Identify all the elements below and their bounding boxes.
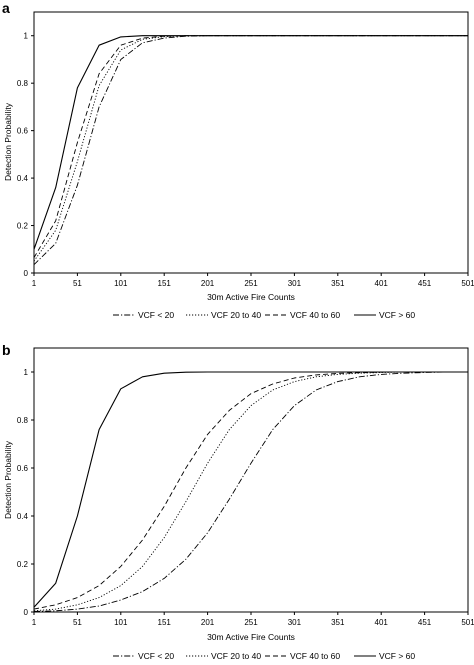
x-tick-label: 251	[244, 279, 258, 288]
series-line-vcf-40-to-60	[33, 35, 468, 258]
y-axis-label-b: Detection Probability	[3, 440, 13, 519]
series-line-vcf-20-to-40	[33, 35, 468, 262]
y-tick-label: 0	[24, 269, 29, 278]
panel-letter-a: a	[2, 0, 10, 16]
x-tick-label: 101	[114, 618, 128, 627]
x-tick-label: 201	[201, 279, 215, 288]
series-line-vcf-40-to-60	[33, 371, 468, 610]
x-tick-label: 51	[73, 618, 82, 627]
x-tick-label: 501	[461, 618, 474, 627]
y-tick-label: 0.2	[17, 222, 29, 231]
x-tick-label: 351	[331, 279, 345, 288]
x-tick-label: 201	[201, 618, 215, 627]
x-tick-label: 401	[375, 279, 389, 288]
x-tick-label: 151	[158, 279, 172, 288]
x-axis-label-b: 30m Active Fire Counts	[207, 632, 295, 642]
y-axis-label-a: Detection Probability	[3, 102, 13, 181]
x-tick-label: 401	[375, 618, 389, 627]
y-tick-label: 0.4	[17, 512, 29, 521]
x-axis-a: 1 51 101 151 201 251 301 351 401 451 501	[32, 273, 474, 288]
x-tick-label: 501	[461, 279, 474, 288]
x-tick-label: 1	[32, 618, 37, 627]
series-line-vcf-20	[33, 371, 468, 612]
legend-label-vcf-20: VCF < 20	[138, 310, 174, 320]
x-tick-label: 251	[244, 618, 258, 627]
y-tick-label: 0.6	[17, 127, 29, 136]
y-tick-label: 0.2	[17, 560, 29, 569]
legend-label-vcf-20-to-40: VCF 20 to 40	[211, 651, 261, 661]
x-axis-b: 1 51 101 151 201 251 301 351 401 451 501	[32, 612, 474, 627]
x-tick-label: 451	[418, 618, 432, 627]
y-tick-label: 0	[24, 608, 29, 617]
plot-frame-a	[33, 11, 469, 274]
legend-label-vcf-20: VCF < 20	[138, 651, 174, 661]
y-tick-label: 0.8	[17, 79, 29, 88]
series-line-vcf-60	[33, 371, 468, 608]
x-tick-label: 151	[158, 618, 172, 627]
plot-frame-b	[33, 347, 469, 613]
series-line-vcf-60	[33, 35, 468, 250]
chart-panel-b: b 00.20.40.60.81 1 51 101 151 201 251 301 351 40…	[2, 342, 474, 661]
y-tick-label: 1	[24, 32, 29, 41]
legend-label-vcf-20-to-40: VCF 20 to 40	[211, 310, 261, 320]
y-tick-label: 0.8	[17, 416, 29, 425]
y-tick-label: 1	[24, 368, 29, 377]
y-axis-b: 0 0.2 0.4 0.6 0.8 1	[17, 368, 34, 617]
x-tick-label: 451	[418, 279, 432, 288]
legend-label-vcf-60: VCF > 60	[379, 651, 415, 661]
x-tick-label: 301	[288, 618, 302, 627]
legend-label-vcf-60: VCF > 60	[379, 310, 415, 320]
series-lines-a	[33, 35, 468, 266]
x-axis-label-a: 30m Active Fire Counts	[207, 292, 295, 302]
series-line-vcf-20	[33, 35, 468, 266]
legend-b: VCF < 20 VCF 20 to 40 VCF 40 to 60 VCF > 60	[113, 651, 415, 661]
y-tick-label: 0.6	[17, 464, 29, 473]
series-line-vcf-20-to-40	[33, 371, 468, 612]
x-tick-label: 51	[73, 279, 82, 288]
legend-label-vcf-40-to-60: VCF 40 to 60	[290, 651, 340, 661]
panel-letter-b: b	[2, 342, 11, 358]
x-tick-label: 351	[331, 618, 345, 627]
y-axis-a: 0 0.2 0.4 0.6 0.8 1	[17, 32, 34, 278]
chart-panel-a: a 00.20.40.60.81 1 51 101 151 201 251 301 351 40…	[2, 0, 474, 320]
x-tick-label: 1	[32, 279, 37, 288]
x-tick-label: 301	[288, 279, 302, 288]
series-lines-b	[33, 371, 468, 612]
x-tick-label: 101	[114, 279, 128, 288]
legend-label-vcf-40-to-60: VCF 40 to 60	[290, 310, 340, 320]
y-tick-label: 0.4	[17, 174, 29, 183]
legend-a: VCF < 20 VCF 20 to 40 VCF 40 to 60 VCF > 60	[113, 310, 415, 320]
